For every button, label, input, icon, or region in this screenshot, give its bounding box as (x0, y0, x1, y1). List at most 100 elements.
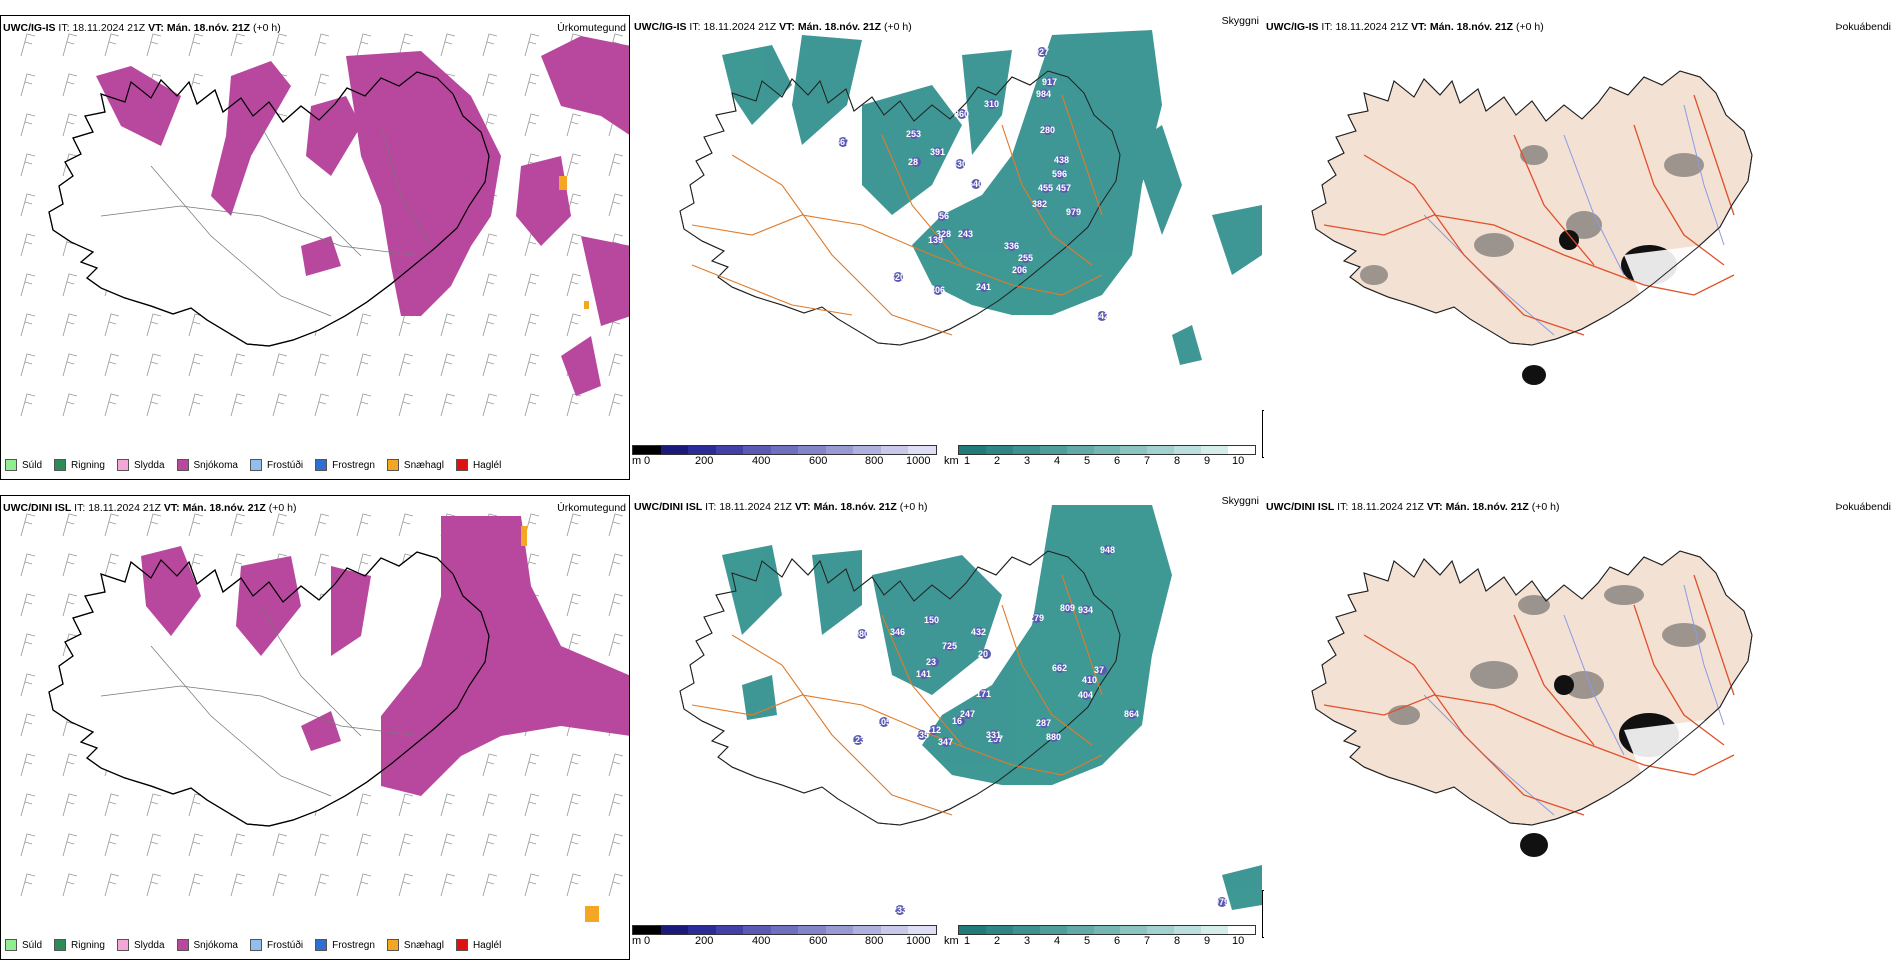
wind-barb (398, 793, 414, 817)
legend-item: Slydda (116, 939, 165, 951)
wind-barb (356, 793, 372, 817)
wind-barb (524, 793, 540, 817)
legend-item: Snjókoma (176, 459, 238, 471)
panel-variable-name: Skyggni (1221, 495, 1259, 507)
wind-barb (272, 873, 288, 897)
tick: 9 (1204, 935, 1211, 947)
ceiling-marker (941, 737, 951, 747)
ceiling-marker (963, 709, 973, 719)
ceiling-marker (927, 615, 937, 625)
wind-barb (566, 313, 582, 337)
wind-barb (608, 393, 624, 417)
tick: 800 (865, 455, 884, 467)
tick: 1000 (906, 935, 931, 947)
tick: 9 (1204, 455, 1211, 467)
ceiling-marker (955, 716, 965, 726)
wind-barb (566, 513, 582, 537)
wind-barb (566, 833, 582, 857)
wind-barb (398, 513, 414, 537)
ceiling-marker (1081, 690, 1091, 700)
wind-barb (146, 313, 162, 337)
wind-barb (20, 593, 36, 617)
wind-barb (62, 873, 78, 897)
swatch-slydda (116, 939, 129, 951)
wind-barb (104, 833, 120, 857)
ceiling-marker (955, 159, 965, 169)
ceiling-label: 456 (934, 211, 949, 221)
wind-barb (62, 393, 78, 417)
wind-barb (188, 353, 204, 377)
visibility-unit: km (944, 455, 959, 467)
tick: 400 (752, 935, 771, 947)
hail-areas (559, 176, 589, 309)
wind-barb (20, 313, 36, 337)
tick: 400 (752, 455, 771, 467)
wind-barb (62, 593, 78, 617)
wind-barb (230, 353, 246, 377)
tick: 1 (964, 935, 971, 947)
wind-barb (482, 33, 498, 57)
tick: 1 (964, 455, 971, 467)
ceiling-label: 287 (1036, 718, 1051, 728)
ceiling-label: 809 (1060, 603, 1075, 613)
wind-barb (566, 873, 582, 897)
ceiling-marker (987, 99, 997, 109)
swatch-frostregn (315, 459, 328, 471)
ceiling-label: 139 (928, 235, 943, 245)
swatch-snaehagl (386, 939, 399, 951)
cloud-visibility-map: 948 279 809 934 150 432 980 346 725 23 20 141 662 410… (679, 505, 1262, 915)
tick: 8 (1174, 455, 1181, 467)
tick: 200 (695, 935, 714, 947)
wind-barb (440, 313, 456, 337)
wind-barb (566, 793, 582, 817)
ceiling-marker (1049, 732, 1059, 742)
ceiling-label: 306 (930, 285, 945, 295)
wind-barb (356, 873, 372, 897)
wind-barb (356, 33, 372, 57)
ceiling-colorbar: m 0 200 400 600 800 1000 (632, 445, 937, 475)
wind-barb (62, 73, 78, 97)
wind-barb (524, 513, 540, 537)
ceiling-label: 330 (952, 159, 967, 169)
wind-barb (272, 33, 288, 57)
wind-barb (524, 113, 540, 137)
fog-panel-row2: UWC/DINI ISL IT: 18.11.2024 21Z VT: Mán.… (1264, 495, 1894, 960)
wind-barb (608, 593, 624, 617)
tick: 200 (695, 455, 714, 467)
roads (691, 94, 1103, 336)
ceiling-label: 241 (976, 282, 991, 292)
ceiling-marker (1097, 311, 1107, 321)
ceiling-marker (1057, 155, 1067, 165)
ceiling-label: 123 (850, 735, 865, 745)
ceiling-marker (895, 905, 905, 915)
wind-barb (566, 633, 582, 657)
ceiling-label: 247 (960, 709, 975, 719)
ceiling-marker (853, 735, 863, 745)
ceiling-label: 105 (876, 717, 891, 727)
wind-barb (146, 513, 162, 537)
snow-areas (96, 36, 629, 396)
wind-barb (314, 513, 330, 537)
fog-shading (1360, 145, 1704, 285)
wind-barb (566, 233, 582, 257)
roads (100, 125, 432, 317)
ceiling-label: 253 (906, 129, 921, 139)
wind-barb (230, 33, 246, 57)
wind-barb (482, 273, 498, 297)
wind-barb (356, 513, 372, 537)
wind-barb (440, 873, 456, 897)
ceiling-label: 438 (1054, 155, 1069, 165)
wind-barb (566, 153, 582, 177)
wind-barb (188, 313, 204, 337)
ceiling-label: 20 (978, 649, 988, 659)
ceiling-marker (1127, 709, 1137, 719)
wind-barb (20, 113, 36, 137)
fog-map (1311, 550, 1753, 857)
ceiling-label: 150 (924, 615, 939, 625)
wind-barb (146, 33, 162, 57)
ceiling-marker (857, 629, 867, 639)
ceiling-marker (1103, 545, 1113, 555)
wind-barb (20, 673, 36, 697)
ceiling-label: 255 (1018, 253, 1033, 263)
wind-barb (356, 393, 372, 417)
